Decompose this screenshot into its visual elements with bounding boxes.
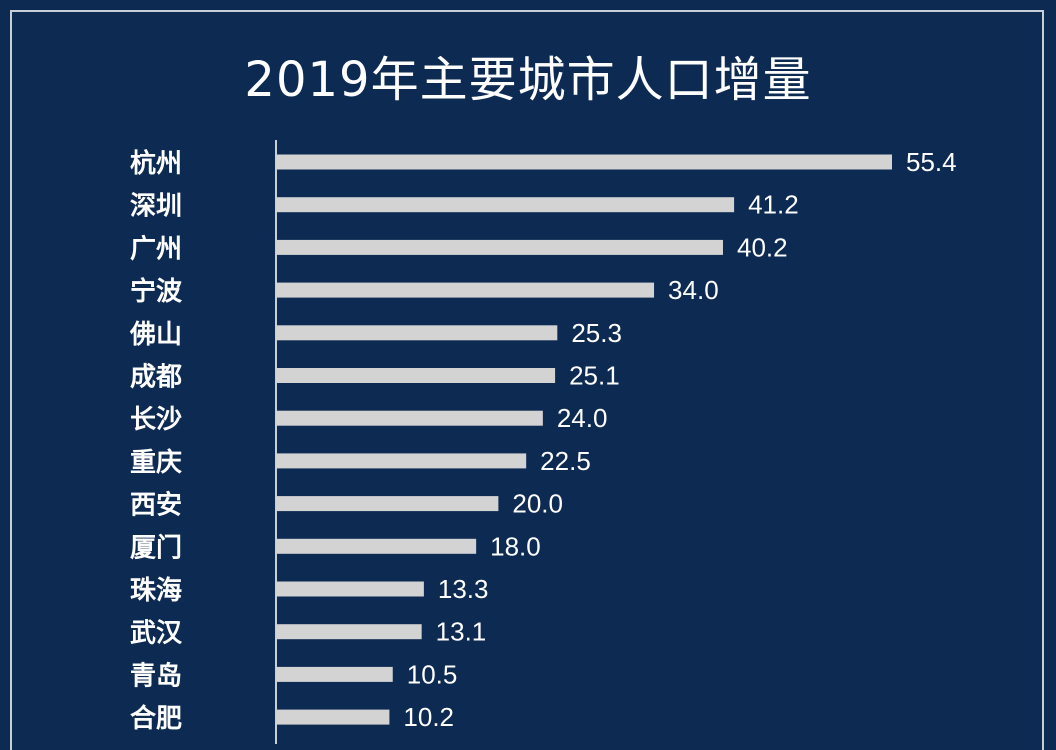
bar (276, 325, 558, 341)
value-label: 20.0 (512, 489, 563, 519)
category-label: 合肥 (130, 703, 182, 734)
value-label: 24.0 (557, 403, 608, 433)
value-label: 34.0 (668, 275, 719, 305)
bar (276, 624, 422, 640)
bar (276, 368, 556, 383)
category-label: 珠海 (130, 576, 182, 606)
value-label: 18.0 (490, 531, 541, 561)
category-label: 佛山 (129, 320, 182, 350)
category-label: 广州 (130, 234, 182, 264)
chart-frame (10, 10, 1044, 750)
category-label: 青岛 (130, 660, 182, 691)
value-label: 10.2 (403, 702, 454, 732)
value-label: 10.5 (407, 659, 458, 689)
value-label: 40.2 (737, 232, 788, 262)
value-label: 25.1 (569, 361, 620, 391)
bar (276, 410, 543, 426)
category-label: 杭州 (130, 148, 182, 179)
chart-title: 2019年主要城市人口增量 (244, 52, 812, 108)
bar (276, 666, 393, 682)
category-label: 西安 (130, 491, 182, 521)
bar (276, 197, 735, 213)
bar (276, 538, 477, 554)
category-label: 重庆 (130, 447, 182, 478)
category-label: 深圳 (130, 192, 182, 222)
bar (276, 154, 892, 170)
value-label: 41.2 (748, 190, 799, 220)
category-label: 成都 (130, 363, 182, 393)
value-label: 13.1 (436, 617, 487, 647)
value-label: 22.5 (540, 446, 591, 476)
bar (276, 581, 424, 597)
value-label: 25.3 (571, 318, 622, 348)
bar (276, 453, 527, 469)
bar (276, 282, 655, 298)
category-label: 宁波 (130, 276, 183, 307)
category-label: 武汉 (130, 619, 183, 649)
category-label: 长沙 (130, 405, 182, 435)
bar (276, 496, 499, 512)
value-label: 55.4 (906, 147, 957, 177)
bar (276, 239, 723, 255)
bar (276, 709, 390, 725)
value-label: 13.3 (438, 574, 489, 604)
category-label: 厦门 (130, 533, 182, 563)
